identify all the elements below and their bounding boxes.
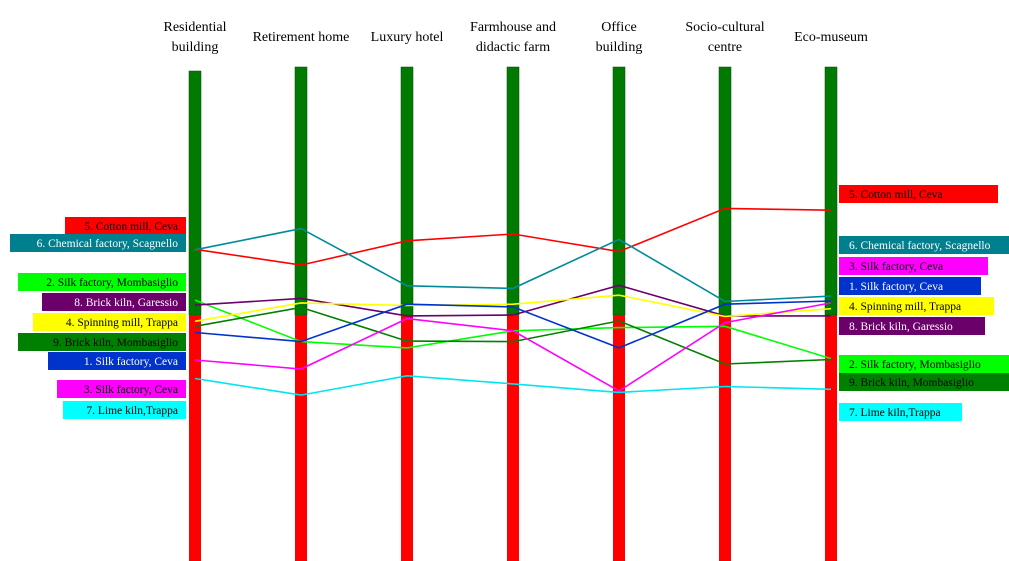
- left-tag-label-7-lime-kiln-trappa: 7. Lime kiln,Trappa: [86, 405, 178, 417]
- right-tag-bg-8-brick-kiln-garessio: [839, 317, 985, 335]
- right-tags: 5. Cotton mill, Ceva 6. Chemical factory,…: [839, 185, 1009, 421]
- right-tag-label-8-brick-kiln-garessio: 8. Brick kiln, Garessio: [849, 321, 953, 333]
- series-line-9-brick-kiln-mombasiglio: [194, 306, 832, 365]
- right-tag-label-7-lime-kiln-trappa: 7. Lime kiln,Trappa: [849, 407, 941, 419]
- right-tag-5-cotton-mill-ceva: 5. Cotton mill, Ceva: [839, 185, 998, 203]
- right-tag-8-brick-kiln-garessio: 8. Brick kiln, Garessio: [839, 317, 985, 335]
- left-tag-6-chemical-factory-scagnello: 6. Chemical factory, Scagnello: [10, 234, 186, 252]
- right-tag-label-3-silk-factory-ceva: 3. Silk factory, Ceva: [849, 261, 943, 273]
- axis-label-eco-museum-0: Eco-museum: [794, 30, 868, 45]
- axis-label-socio-cultural-centre-1: centre: [708, 40, 742, 55]
- left-tag-bg-7-lime-kiln-trappa: [63, 401, 186, 419]
- axis-label-residential-building-0: Residential: [164, 20, 227, 35]
- series-line-5-cotton-mill-ceva: [194, 207, 832, 266]
- axis-bar-lower-office-building: [613, 315, 625, 561]
- right-tag-4-spinning-mill-trappa: 4. Spinning mill, Trappa: [839, 297, 994, 315]
- axis-bar-lower-socio-cultural-centre: [719, 315, 731, 561]
- right-tag-label-4-spinning-mill-trappa: 4. Spinning mill, Trappa: [849, 301, 961, 313]
- right-tag-bg-5-cotton-mill-ceva: [839, 185, 998, 203]
- left-tag-bg-3-silk-factory-ceva: [57, 380, 186, 398]
- axis-bar-lower-luxury-hotel: [401, 315, 413, 561]
- series-line-6-chemical-factory-scagnello: [194, 227, 832, 303]
- right-tag-bg-4-spinning-mill-trappa: [839, 297, 994, 315]
- axis-bar-lower-residential-building: [189, 315, 201, 561]
- axis-bar-upper-residential-building: [188, 70, 202, 316]
- axis-label-retirement-home-0: Retirement home: [253, 30, 350, 45]
- left-tag-bg-5-cotton-mill-ceva: [65, 217, 186, 235]
- right-tag-7-lime-kiln-trappa: 7. Lime kiln,Trappa: [839, 403, 962, 421]
- right-tag-bg-7-lime-kiln-trappa: [839, 403, 962, 421]
- axis-bar-upper-eco-museum: [824, 66, 838, 316]
- right-tag-label-6-chemical-factory-scagnello: 6. Chemical factory, Scagnello: [849, 240, 991, 252]
- series-line-7-lime-kiln-trappa: [194, 374, 832, 396]
- axis-bar-lower-retirement-home: [295, 315, 307, 561]
- right-tag-label-1-silk-factory-ceva: 1. Silk factory, Ceva: [849, 281, 943, 293]
- left-tag-label-8-brick-kiln-garessio: 8. Brick kiln, Garessio: [74, 297, 178, 309]
- left-tag-label-3-silk-factory-ceva: 3. Silk factory, Ceva: [84, 384, 178, 396]
- axis-label-luxury-hotel-0: Luxury hotel: [371, 30, 444, 45]
- right-tag-label-2-silk-factory-mombasiglio: 2. Silk factory, Mombasiglio: [849, 359, 981, 371]
- left-tag-bg-1-silk-factory-ceva: [48, 352, 186, 370]
- axis-label-office-building-1: building: [596, 40, 643, 55]
- axis-bar-upper-luxury-hotel: [400, 66, 414, 316]
- axis-bar-upper-office-building: [612, 66, 626, 316]
- right-tag-bg-2-silk-factory-mombasiglio: [839, 355, 1009, 373]
- series-line-4-spinning-mill-trappa: [194, 294, 832, 323]
- axis-bar-lower-eco-museum: [825, 315, 837, 561]
- axis-bar-upper-retirement-home: [294, 66, 308, 316]
- right-tag-bg-6-chemical-factory-scagnello: [839, 236, 1009, 254]
- axis-label-farmhouse-and-didactic-farm-0: Farmhouse and: [470, 20, 556, 35]
- axis-label-farmhouse-and-didactic-farm-1: didactic farm: [476, 40, 550, 55]
- axis-labels: Residential building Retirement home Luxury…: [164, 20, 869, 55]
- series-line-3-silk-factory-ceva: [194, 302, 832, 392]
- left-tag-2-silk-factory-mombasiglio: 2. Silk factory, Mombasiglio: [18, 273, 186, 291]
- left-tag-label-5-cotton-mill-ceva: 5. Cotton mill, Ceva: [84, 221, 178, 233]
- right-tag-6-chemical-factory-scagnello: 6. Chemical factory, Scagnello: [839, 236, 1009, 254]
- left-tag-label-4-spinning-mill-trappa: 4. Spinning mill, Trappa: [66, 317, 178, 329]
- left-tag-bg-2-silk-factory-mombasiglio: [18, 273, 186, 291]
- axis-label-office-building-0: Office: [601, 20, 637, 35]
- left-tag-bg-6-chemical-factory-scagnello: [10, 234, 186, 252]
- axis-bar-upper-socio-cultural-centre: [718, 66, 732, 316]
- series-line-1-silk-factory-ceva: [194, 300, 832, 349]
- left-tag-1-silk-factory-ceva: 1. Silk factory, Ceva: [48, 352, 186, 370]
- right-tag-9-brick-kiln-mombasiglio: 9. Brick kiln, Mombasiglio: [839, 373, 1009, 391]
- left-tag-9-brick-kiln-mombasiglio: 9. Brick kiln, Mombasiglio: [18, 333, 186, 351]
- right-tag-bg-3-silk-factory-ceva: [839, 257, 988, 275]
- right-tag-1-silk-factory-ceva: 1. Silk factory, Ceva: [839, 277, 981, 295]
- right-tag-label-5-cotton-mill-ceva: 5. Cotton mill, Ceva: [849, 189, 943, 201]
- axis-label-socio-cultural-centre-0: Socio-cultural: [685, 20, 764, 35]
- right-tag-label-9-brick-kiln-mombasiglio: 9. Brick kiln, Mombasiglio: [849, 377, 974, 389]
- axis-bar-upper-farmhouse-and-didactic-farm: [506, 66, 520, 316]
- left-tag-label-9-brick-kiln-mombasiglio: 9. Brick kiln, Mombasiglio: [53, 337, 178, 349]
- right-tag-bg-1-silk-factory-ceva: [839, 277, 981, 295]
- left-tag-5-cotton-mill-ceva: 5. Cotton mill, Ceva: [65, 217, 186, 235]
- left-tag-label-1-silk-factory-ceva: 1. Silk factory, Ceva: [84, 356, 178, 368]
- left-tag-8-brick-kiln-garessio: 8. Brick kiln, Garessio: [42, 293, 186, 311]
- right-tag-bg-9-brick-kiln-mombasiglio: [839, 373, 1009, 391]
- left-tags: 5. Cotton mill, Ceva 6. Chemical factory,…: [10, 217, 186, 419]
- left-tag-7-lime-kiln-trappa: 7. Lime kiln,Trappa: [63, 401, 186, 419]
- axes: [188, 66, 838, 561]
- left-tag-label-6-chemical-factory-scagnello: 6. Chemical factory, Scagnello: [37, 238, 179, 250]
- right-tag-3-silk-factory-ceva: 3. Silk factory, Ceva: [839, 257, 988, 275]
- left-tag-bg-9-brick-kiln-mombasiglio: [18, 333, 186, 351]
- left-tag-bg-8-brick-kiln-garessio: [42, 293, 186, 311]
- right-tag-2-silk-factory-mombasiglio: 2. Silk factory, Mombasiglio: [839, 355, 1009, 373]
- axis-bar-lower-farmhouse-and-didactic-farm: [507, 315, 519, 561]
- series-lines: [194, 207, 832, 396]
- left-tag-label-2-silk-factory-mombasiglio: 2. Silk factory, Mombasiglio: [46, 277, 178, 289]
- left-tag-4-spinning-mill-trappa: 4. Spinning mill, Trappa: [33, 313, 186, 331]
- left-tag-bg-4-spinning-mill-trappa: [33, 313, 186, 331]
- left-tag-3-silk-factory-ceva: 3. Silk factory, Ceva: [57, 380, 186, 398]
- axis-label-residential-building-1: building: [172, 40, 219, 55]
